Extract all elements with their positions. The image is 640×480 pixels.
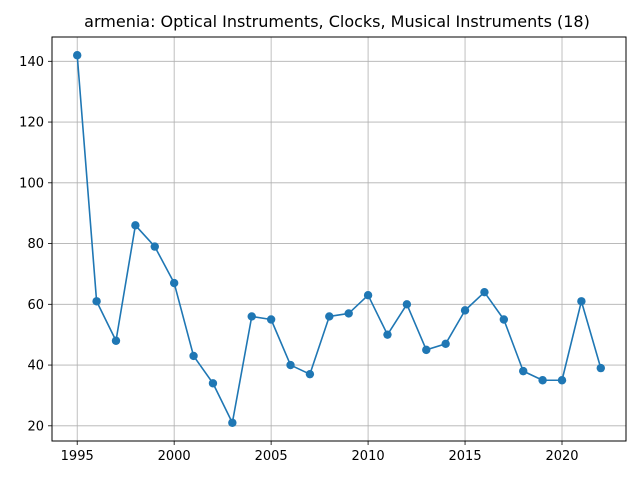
x-axis: 1995 2000 2005 2010 2015 2020 xyxy=(61,441,579,464)
y-tick-label: 40 xyxy=(27,359,44,374)
data-point xyxy=(460,306,470,315)
plot-frame xyxy=(51,36,627,442)
x-tick-label: 2005 xyxy=(255,449,288,464)
x-tick-label: 2000 xyxy=(158,449,191,464)
data-point xyxy=(596,363,605,373)
data-point xyxy=(228,418,237,427)
data-point xyxy=(305,369,315,379)
grid-lines xyxy=(52,37,626,441)
data-point xyxy=(92,297,101,306)
data-point xyxy=(208,379,218,388)
y-tick-label: 20 xyxy=(27,419,44,434)
y-tick-label: 140 xyxy=(19,55,44,70)
data-point xyxy=(150,242,159,251)
x-tick-label: 1995 xyxy=(61,449,94,464)
x-tick-label: 2015 xyxy=(449,449,482,464)
y-axis: 20 40 60 80 100 120 140 xyxy=(19,55,52,434)
x-tick-label: 2020 xyxy=(545,449,578,464)
y-tick-label: 80 xyxy=(27,237,44,252)
data-point xyxy=(344,309,353,318)
data-point xyxy=(499,315,509,324)
data-point xyxy=(189,351,198,361)
data-point xyxy=(73,51,82,60)
data-point xyxy=(111,336,121,345)
y-tick-label: 120 xyxy=(19,116,44,131)
chart-title: armenia: Optical Instruments, Clocks, Mu… xyxy=(84,12,590,31)
data-point xyxy=(286,360,295,370)
data-point xyxy=(441,339,450,348)
data-point xyxy=(402,300,412,309)
x-tick-label: 2010 xyxy=(352,449,385,464)
data-point xyxy=(363,290,373,300)
data-point xyxy=(169,278,179,288)
series-group xyxy=(73,51,605,427)
data-point xyxy=(247,312,256,321)
data-point xyxy=(266,315,276,324)
data-point xyxy=(131,221,140,230)
data-point xyxy=(383,330,392,339)
y-tick-label: 100 xyxy=(19,176,44,191)
data-point xyxy=(519,366,528,376)
series-line xyxy=(76,55,602,424)
data-point xyxy=(538,376,547,385)
data-point xyxy=(577,297,586,306)
data-point xyxy=(557,376,567,385)
y-tick-label: 60 xyxy=(27,298,44,313)
data-point xyxy=(325,312,334,321)
data-point xyxy=(422,345,431,355)
data-point xyxy=(480,287,489,297)
